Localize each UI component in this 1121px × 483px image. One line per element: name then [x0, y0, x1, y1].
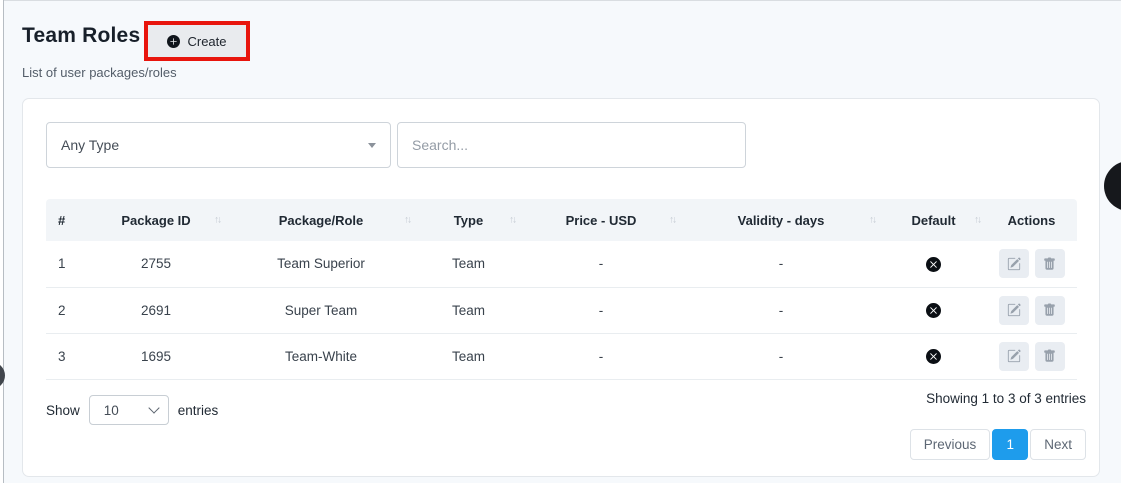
- page-subtitle: List of user packages/roles: [22, 65, 177, 80]
- window-edge-divider: [3, 0, 4, 483]
- table-row: 3 1695 Team-White Team - -: [46, 333, 1077, 379]
- sort-arrows-icon: [404, 215, 410, 226]
- col-header-package-role[interactable]: Package/Role: [226, 199, 416, 241]
- pencil-square-icon: [1007, 257, 1021, 271]
- show-label: Show: [46, 402, 80, 418]
- current-page-button[interactable]: 1: [992, 429, 1029, 460]
- entries-label: entries: [177, 402, 219, 418]
- cell-price: -: [598, 348, 604, 364]
- cell-num: 3: [58, 348, 66, 364]
- create-button[interactable]: Create: [148, 25, 246, 57]
- content-card: Any Type # Package ID Package/Role Type …: [22, 98, 1100, 477]
- page-length-select[interactable]: 10: [88, 395, 169, 425]
- cell-package-role: Team Superior: [277, 256, 365, 272]
- cell-price: -: [598, 256, 604, 272]
- x-circle-icon: [926, 302, 941, 318]
- edit-button[interactable]: [998, 249, 1029, 279]
- type-filter-value: Any Type: [61, 137, 120, 153]
- cell-package-id: 2755: [140, 256, 172, 272]
- delete-button[interactable]: [1034, 249, 1065, 279]
- col-header-actions: Actions: [1007, 212, 1056, 228]
- trash-icon: [1043, 303, 1056, 317]
- cell-actions: [986, 287, 1077, 333]
- cell-default: [881, 241, 986, 287]
- table-info: Showing 1 to 3 of 3 entries: [926, 391, 1086, 406]
- cell-validity: -: [778, 256, 784, 272]
- red-annotation-box: Create: [144, 21, 250, 61]
- delete-button[interactable]: [1034, 341, 1065, 371]
- table-row: 2 2691 Super Team Team - -: [46, 287, 1077, 333]
- col-header-price[interactable]: Price - USD: [521, 199, 681, 241]
- pencil-square-icon: [1007, 349, 1021, 363]
- cell-package-id: 1695: [140, 348, 172, 364]
- cell-default: [881, 287, 986, 333]
- sort-arrows-icon: [974, 215, 980, 226]
- create-button-label: Create: [187, 33, 227, 49]
- col-header-validity[interactable]: Validity - days: [681, 199, 881, 241]
- sort-arrows-icon: [214, 215, 220, 226]
- cell-price: -: [598, 302, 604, 318]
- next-page-button[interactable]: Next: [1030, 429, 1086, 460]
- cell-type: Team: [451, 256, 485, 272]
- cell-package-role: Super Team: [284, 302, 358, 318]
- edit-button[interactable]: [998, 295, 1029, 325]
- x-circle-icon: [926, 256, 941, 272]
- cell-package-id: 2691: [140, 302, 172, 318]
- cell-type: Team: [451, 348, 485, 364]
- cell-num: 2: [58, 302, 66, 318]
- type-filter-select[interactable]: Any Type: [46, 122, 391, 168]
- cell-type: Team: [451, 302, 485, 318]
- trash-icon: [1043, 257, 1056, 271]
- page-length-control: Show 10 entries: [46, 395, 218, 425]
- cell-default: [881, 333, 986, 379]
- table-body: 1 2755 Team Superior Team - -: [46, 241, 1077, 379]
- edit-button[interactable]: [998, 341, 1029, 371]
- left-edge-floating-widget[interactable]: [0, 362, 5, 389]
- cell-num: 1: [58, 256, 66, 272]
- pencil-square-icon: [1007, 303, 1021, 317]
- col-header-num: #: [58, 212, 66, 228]
- roles-table: # Package ID Package/Role Type Price - U…: [46, 199, 1077, 380]
- cell-package-role: Team-White: [284, 348, 357, 364]
- col-header-default[interactable]: Default: [881, 199, 986, 241]
- x-circle-icon: [926, 348, 941, 364]
- plus-circle-icon: [167, 34, 181, 48]
- col-header-type[interactable]: Type: [416, 199, 521, 241]
- cell-actions: [986, 241, 1077, 287]
- table-row: 1 2755 Team Superior Team - -: [46, 241, 1077, 287]
- caret-down-icon: [368, 142, 376, 148]
- cell-validity: -: [778, 302, 784, 318]
- col-header-package-id[interactable]: Package ID: [86, 199, 226, 241]
- page-title: Team Roles: [22, 24, 141, 47]
- sort-arrows-icon: [869, 215, 875, 226]
- sort-arrows-icon: [669, 215, 675, 226]
- pagination: Previous 1 Next: [909, 429, 1086, 460]
- delete-button[interactable]: [1034, 295, 1065, 325]
- cell-validity: -: [778, 348, 784, 364]
- sort-arrows-icon: [509, 215, 515, 226]
- trash-icon: [1043, 349, 1056, 363]
- previous-page-button[interactable]: Previous: [909, 429, 991, 460]
- table-header-row: # Package ID Package/Role Type Price - U…: [46, 199, 1077, 241]
- cell-actions: [986, 333, 1077, 379]
- search-input[interactable]: [397, 122, 746, 168]
